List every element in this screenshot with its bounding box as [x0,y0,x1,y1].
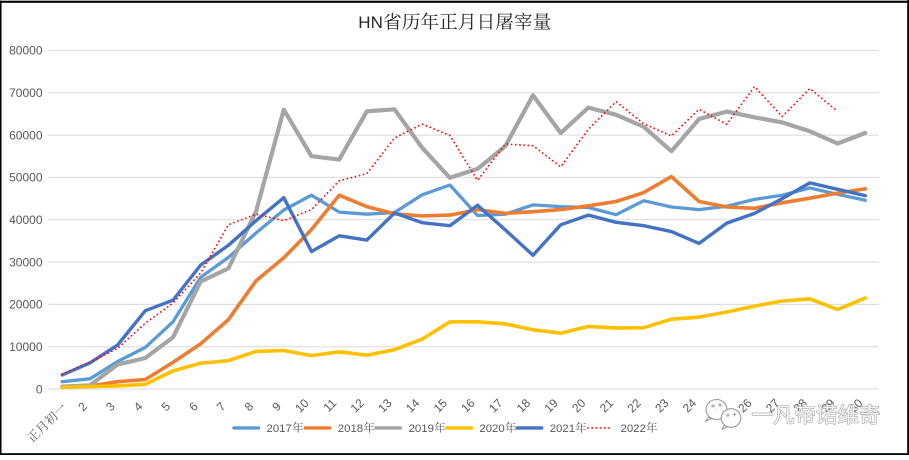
svg-text:30000: 30000 [9,255,43,269]
svg-text:2022: 2022 [621,423,646,435]
svg-text:40000: 40000 [9,213,43,227]
svg-text:70000: 70000 [9,86,43,100]
svg-text:2020: 2020 [479,423,504,435]
svg-text:HN: HN [358,13,383,32]
svg-text:50000: 50000 [9,171,43,185]
svg-text:2018: 2018 [338,423,363,435]
svg-text:10000: 10000 [9,340,43,354]
svg-text:80000: 80000 [9,44,43,58]
svg-text:20000: 20000 [9,298,43,312]
svg-text:2019: 2019 [409,423,434,435]
svg-text:2017: 2017 [267,423,292,435]
svg-text:60000: 60000 [9,128,43,142]
svg-text:0: 0 [36,382,43,396]
svg-text:2021: 2021 [550,423,575,435]
